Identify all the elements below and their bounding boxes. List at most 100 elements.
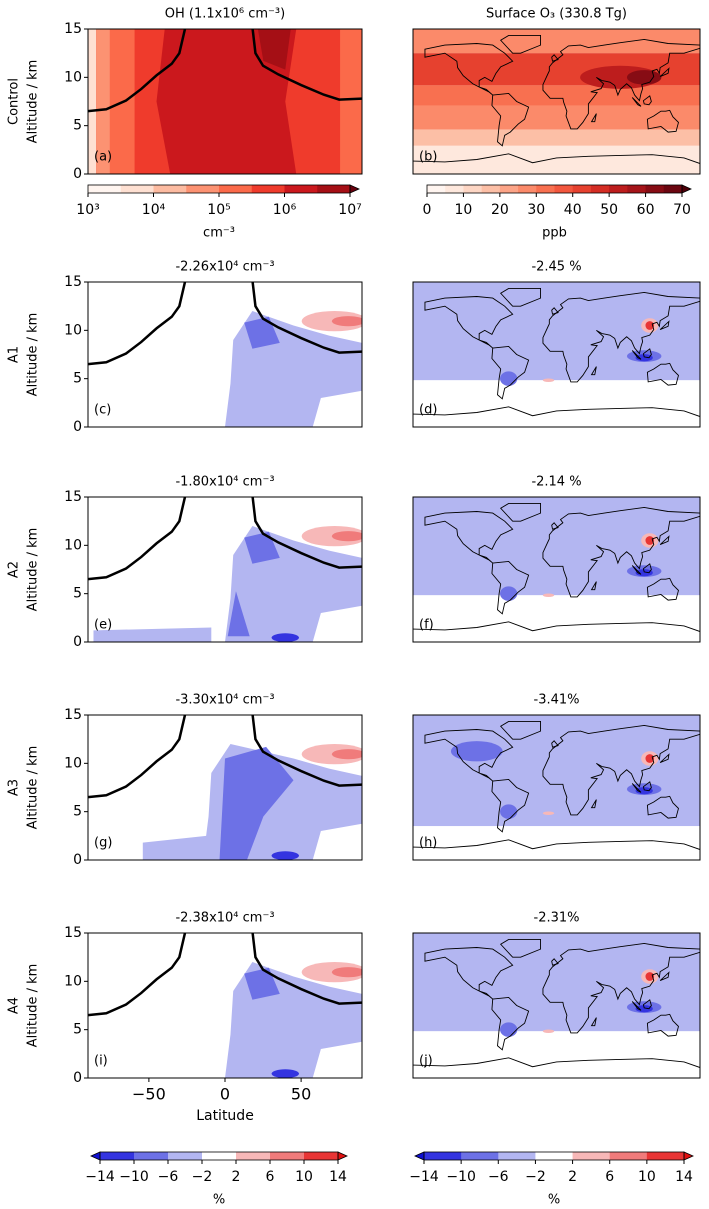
y-axis-label: Altitude / km	[26, 746, 41, 830]
plot-area	[88, 497, 362, 642]
panel-title: -2.45 %	[531, 260, 581, 275]
coastline	[646, 577, 679, 601]
colorbar-segment	[627, 185, 647, 193]
colorbar-tick-label: −10	[446, 1169, 476, 1185]
coastline	[590, 581, 597, 591]
coastline	[551, 54, 559, 62]
contour-region	[93, 627, 212, 642]
map-region	[645, 754, 655, 763]
y-tick-label: 10	[64, 69, 82, 85]
map-region	[500, 804, 518, 819]
colorbar-extend	[90, 1151, 101, 1161]
contour-region	[331, 316, 362, 327]
map-region	[413, 1031, 700, 1078]
coastline	[424, 729, 514, 782]
y-axis-label: Altitude / km	[26, 60, 41, 144]
y-tick-label: 10	[64, 755, 82, 771]
colorbar-tick-label: 10⁵	[207, 202, 230, 218]
panel-title: OH (1.1x10⁶ cm⁻³)	[165, 7, 285, 22]
colorbar-segment	[88, 185, 122, 193]
y-tick-label: 5	[73, 118, 82, 134]
map-region	[413, 497, 700, 596]
colorbar-segment	[236, 1152, 271, 1160]
panel-label: (j)	[419, 1054, 433, 1069]
y-tick-label: 10	[64, 322, 82, 338]
coastline	[551, 522, 559, 530]
map-region	[413, 85, 700, 106]
panel-title: -3.30x10⁴ cm⁻³	[175, 693, 274, 708]
contour-region	[96, 29, 110, 174]
tropopause-line	[251, 282, 362, 354]
contour-region	[331, 749, 362, 760]
axes-frame	[87, 496, 363, 643]
colorbar-tick-label: 10⁷	[338, 202, 361, 218]
y-tick-label: 5	[73, 371, 82, 387]
colorbar-segment	[186, 185, 220, 193]
plot-area	[413, 29, 700, 174]
x-axis-label: Latitude	[196, 1108, 254, 1124]
colorbar-tick-label: 10³	[76, 202, 99, 218]
colorbar-extend	[683, 1151, 694, 1161]
panel-label: (e)	[94, 618, 112, 633]
map-region	[413, 282, 700, 381]
coastline	[491, 345, 530, 400]
colorbar-frame	[99, 1151, 339, 1161]
colorbar-segment	[153, 185, 187, 193]
colorbar-label: cm⁻³	[203, 226, 235, 241]
colorbar-tick-label: −6	[488, 1169, 509, 1185]
y-tick-label: 15	[64, 925, 82, 941]
colorbar-segment	[646, 1152, 685, 1160]
y-tick-label: 5	[73, 804, 82, 820]
coastline	[659, 535, 670, 545]
panel-title: -3.41%	[534, 693, 580, 708]
coastline	[542, 943, 700, 1034]
coastline	[413, 839, 700, 850]
colorbar-frame	[426, 184, 683, 194]
colorbar-segment	[134, 1152, 169, 1160]
tropopause-line	[88, 282, 187, 366]
coastline	[590, 1017, 597, 1027]
map-region	[500, 1022, 518, 1037]
axes-frame	[87, 28, 363, 175]
plot-area	[88, 282, 362, 427]
colorbar-tick-label: 2	[232, 1169, 241, 1185]
plot-area	[88, 715, 362, 860]
coastline	[590, 366, 597, 376]
colorbar-segment	[424, 1152, 462, 1160]
contour-region	[244, 967, 280, 1000]
colorbar-tick-label: 30	[527, 202, 545, 218]
map-region	[542, 811, 555, 816]
x-tick-label: 50	[291, 1085, 311, 1104]
map-region	[635, 787, 653, 795]
coastline	[499, 720, 542, 740]
colorbar-segment	[609, 1152, 648, 1160]
coastline	[659, 67, 670, 77]
colorbar-tick-label: 14	[329, 1169, 347, 1185]
coastline	[542, 507, 700, 598]
colorbar-segment	[498, 1152, 536, 1160]
panel-label: (a)	[94, 150, 112, 165]
colorbar-extend	[337, 1151, 348, 1161]
contour-region	[88, 29, 97, 174]
tropopause-line	[88, 29, 187, 113]
map-region	[542, 378, 555, 383]
colorbar-extend	[349, 184, 360, 194]
map-region	[413, 933, 700, 1032]
colorbar-segment	[251, 185, 285, 193]
colorbar-tick-label: 0	[423, 202, 432, 218]
coastline	[424, 43, 514, 96]
coastline	[424, 947, 514, 1000]
colorbar-segment	[536, 185, 555, 193]
contour-region	[271, 1069, 299, 1078]
colorbar-segment	[590, 185, 610, 193]
contour-region	[257, 29, 291, 70]
map-region	[500, 586, 518, 601]
colorbar-tick-label: −2	[525, 1169, 546, 1185]
colorbar-segment	[461, 1152, 499, 1160]
map-region	[413, 145, 700, 174]
colorbar-segment	[100, 1152, 135, 1160]
colorbar-segment	[535, 1152, 574, 1160]
colorbar-tick-label: 10⁶	[273, 202, 297, 218]
contour-region	[219, 746, 294, 860]
